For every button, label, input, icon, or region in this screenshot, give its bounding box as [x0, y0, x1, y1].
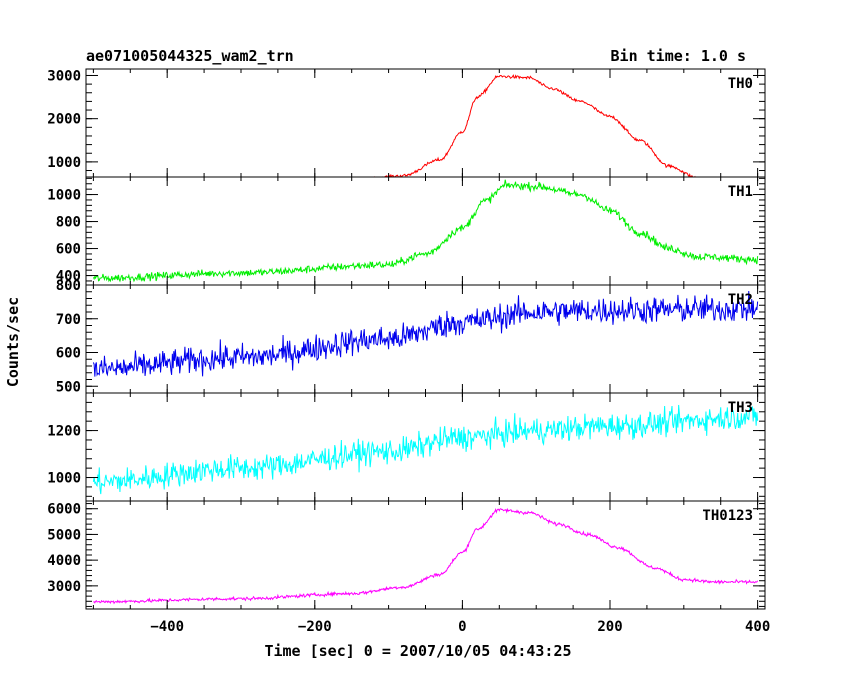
y-tick-label: 1000 — [47, 155, 81, 171]
x-tick-label: −400 — [150, 619, 184, 635]
panel-th3: 1000 1200 TH3 — [47, 392, 766, 502]
y-tick-label: 1000 — [47, 188, 81, 204]
y-tick-label: 500 — [56, 379, 81, 395]
y-tick-label: 600 — [56, 242, 81, 258]
y-tick-label: 600 — [56, 346, 81, 362]
y-tick-label: 800 — [56, 278, 81, 294]
panel-frame — [85, 176, 766, 286]
panel-label-th0123: TH0123 — [702, 508, 753, 524]
y-tick-label: 800 — [56, 215, 81, 231]
bin-time-label: Bin time: 1.0 s — [611, 47, 746, 65]
y-tick-label: 400 — [56, 269, 81, 285]
y-tick-label: 6000 — [47, 502, 81, 518]
panels-group: 1000 2000 3000 TH0 400 600 800 1000 TH1 500 600 700… — [47, 68, 766, 610]
x-tick-label: 400 — [745, 619, 770, 635]
series-line-th1 — [92, 179, 759, 283]
panel-frame — [85, 392, 766, 502]
panel-label-th2: TH2 — [728, 292, 753, 308]
panel-frame — [85, 500, 766, 610]
x-tick-label: 200 — [597, 619, 622, 635]
panel-th1: 400 600 800 1000 TH1 — [47, 176, 766, 286]
panel-frame — [85, 68, 766, 178]
panel-th0123: 3000 4000 5000 6000 TH0123 — [47, 500, 766, 610]
y-axis-title: Counts/sec — [4, 297, 22, 387]
panel-label-th1: TH1 — [728, 184, 753, 200]
y-tick-label: 2000 — [47, 112, 81, 128]
series-line-th2 — [92, 291, 759, 377]
y-tick-label: 5000 — [47, 527, 81, 543]
chart-title: ae071005044325_wam2_trn — [86, 47, 294, 65]
x-tick-label: −200 — [298, 619, 332, 635]
panel-th0: 1000 2000 3000 TH0 — [47, 68, 766, 178]
panel-label-th3: TH3 — [728, 400, 753, 416]
y-tick-label: 700 — [56, 312, 81, 328]
series-line-th0123 — [93, 507, 759, 605]
y-tick-label: 3000 — [47, 579, 81, 595]
x-axis-title: Time [sec] 0 = 2007/10/05 04:43:25 — [264, 642, 571, 660]
panel-label-th0: TH0 — [728, 76, 753, 92]
series-line-th3 — [92, 404, 759, 495]
panel-th2: 500 600 700 800 TH2 — [56, 278, 766, 395]
y-tick-label: 3000 — [47, 68, 81, 84]
y-tick-label: 1200 — [47, 424, 81, 440]
series-line-th0 — [374, 74, 736, 177]
y-tick-label: 4000 — [47, 553, 81, 569]
x-tick-labels: −400 −200 0 200 400 — [150, 619, 770, 635]
y-tick-label: 1000 — [47, 471, 81, 487]
x-tick-label: 0 — [458, 619, 466, 635]
